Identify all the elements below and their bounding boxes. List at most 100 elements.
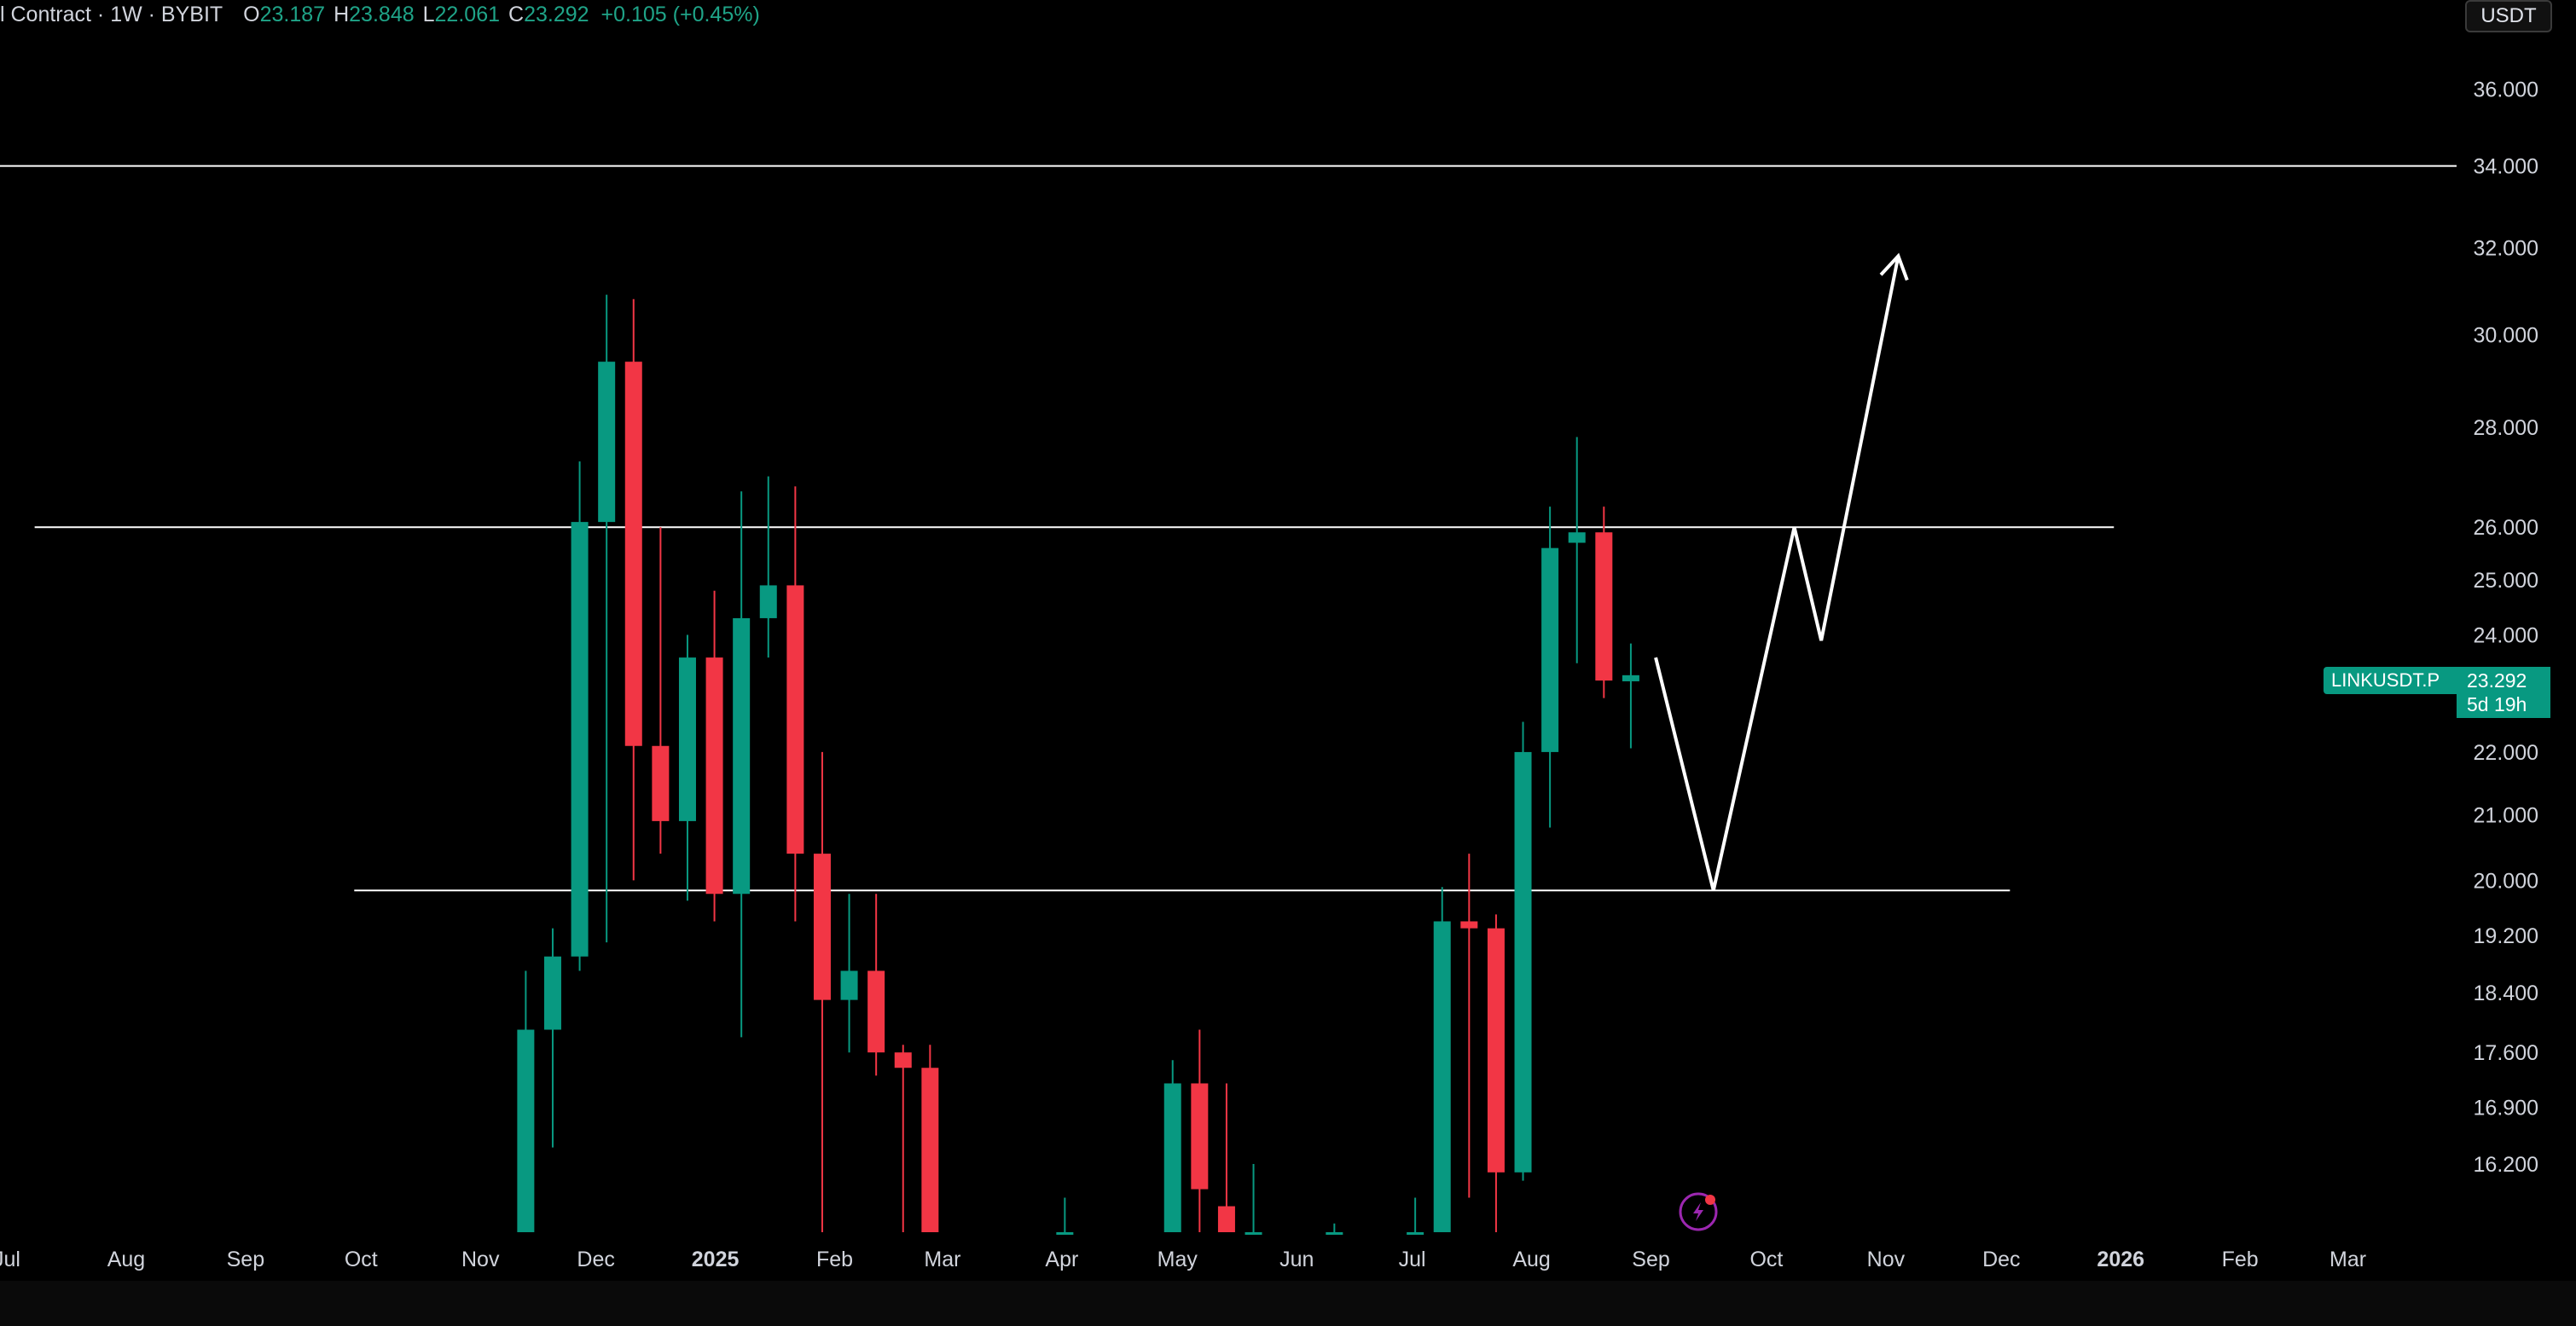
candle	[624, 298, 642, 881]
candle-body	[1433, 921, 1451, 1232]
price-tick-label: 34.000	[2474, 155, 2538, 179]
time-tick-label: Jun	[1279, 1248, 1314, 1271]
candle	[1595, 507, 1613, 698]
candle	[1487, 914, 1505, 1232]
price-tick-label: 25.000	[2474, 569, 2538, 593]
price-tick-label: 16.200	[2474, 1153, 2538, 1177]
candle-body	[840, 970, 858, 1000]
time-tick-label: Jul	[1399, 1248, 1426, 1271]
candles	[517, 294, 1639, 1235]
price-tick-label: 22.000	[2474, 741, 2538, 765]
candle-body	[1541, 547, 1559, 752]
candle-body	[786, 585, 804, 854]
candle-body	[921, 1068, 939, 1232]
candle	[1568, 437, 1586, 663]
time-tick-label: Jul	[0, 1248, 20, 1271]
candle	[1326, 1223, 1343, 1235]
last-price-label: 23.292	[2457, 667, 2550, 694]
time-tick-label: Nov	[461, 1248, 500, 1271]
candle-body	[1244, 1232, 1262, 1235]
price-tick-label: 26.000	[2474, 516, 2538, 540]
candle-body	[598, 362, 616, 523]
candle-body	[894, 1052, 912, 1068]
candle	[598, 294, 616, 943]
time-tick-label: Aug	[107, 1248, 145, 1271]
time-tick-label: May	[1157, 1248, 1198, 1271]
price-tick-label: 17.600	[2474, 1041, 2538, 1065]
lightning-icon[interactable]	[1679, 1192, 1718, 1231]
candle	[733, 491, 751, 1038]
candle-body	[1217, 1206, 1235, 1232]
time-tick-label: Mar	[2329, 1248, 2366, 1271]
projection-path	[1654, 255, 1900, 891]
candle-body	[1595, 532, 1613, 681]
candle-body	[1460, 921, 1478, 929]
low-value: 22.061	[434, 2, 500, 26]
candle	[1217, 1083, 1235, 1232]
candle	[1244, 1164, 1262, 1235]
open-value: 23.187	[259, 2, 326, 26]
candle	[571, 461, 589, 971]
candle	[786, 486, 804, 922]
time-tick-label: Oct	[345, 1248, 378, 1271]
candle-body	[624, 362, 642, 746]
candle	[813, 751, 831, 1232]
time-tick-label: Sep	[227, 1248, 264, 1271]
candle	[1163, 1060, 1181, 1232]
close-key: C	[508, 2, 525, 26]
time-tick-label: Sep	[1632, 1248, 1669, 1271]
candle-body	[813, 854, 831, 1000]
currency-button[interactable]: USDT	[2465, 0, 2552, 32]
candle-body	[759, 585, 777, 618]
candle	[1514, 721, 1532, 1181]
candle-body	[1487, 928, 1505, 1173]
candle-body	[678, 657, 696, 821]
candle	[705, 590, 723, 922]
price-tick-label: 28.000	[2474, 416, 2538, 440]
price-tick-label: 20.000	[2474, 869, 2538, 893]
time-tick-label: 2026	[2097, 1248, 2144, 1271]
time-axis-background	[0, 1281, 2576, 1326]
candle-body	[543, 956, 561, 1030]
high-value: 23.848	[349, 2, 415, 26]
candle-body	[1568, 532, 1586, 543]
candle-body	[517, 1029, 535, 1232]
candle	[921, 1045, 939, 1232]
time-tick-label: Nov	[1867, 1248, 1906, 1271]
price-tick-label: 21.000	[2474, 803, 2538, 827]
candle	[517, 970, 535, 1232]
symbol-header: l Contract · 1W · BYBIT O 23.187 H 23.848 …	[0, 0, 760, 29]
candle-body	[1326, 1232, 1343, 1235]
time-tick-label: Dec	[577, 1248, 614, 1271]
horizontal-lines	[0, 165, 2457, 892]
candle-body	[1622, 675, 1639, 681]
projection-arrow-head	[1879, 252, 1909, 281]
price-tick-label: 19.200	[2474, 924, 2538, 948]
candle	[1622, 643, 1639, 749]
candle	[867, 894, 885, 1076]
candle	[678, 634, 696, 901]
candle	[543, 928, 561, 1148]
candle-body	[1056, 1232, 1074, 1235]
time-tick-label: Oct	[1749, 1248, 1783, 1271]
candle	[1407, 1197, 1424, 1235]
candle-body	[733, 617, 751, 895]
time-tick-label: Dec	[1982, 1248, 2020, 1271]
bar-countdown-label: 5d 19h	[2457, 691, 2550, 718]
high-key: H	[334, 2, 350, 26]
candle	[1460, 854, 1478, 1198]
candle	[1191, 1029, 1209, 1232]
symbol-description[interactable]: l Contract · 1W · BYBIT	[0, 2, 223, 26]
price-tick-label: 24.000	[2474, 624, 2538, 648]
candle	[840, 894, 858, 1053]
candle-body	[1407, 1232, 1424, 1235]
candle-body	[1191, 1083, 1209, 1190]
candle	[1433, 887, 1451, 1232]
price-axis: 36.000 34.000 32.000 30.000 28.000 26.000 25.0…	[2474, 78, 2538, 1177]
price-tick-label: 32.000	[2474, 236, 2538, 260]
symbol-price-label: LINKUSDT.P	[2324, 667, 2457, 694]
time-axis: Jul Aug Sep Oct Nov Dec 2025 Feb Mar Apr May Jun Jul…	[0, 1248, 2366, 1271]
time-tick-label: 2025	[692, 1248, 740, 1271]
price-tick-label: 30.000	[2474, 323, 2538, 347]
